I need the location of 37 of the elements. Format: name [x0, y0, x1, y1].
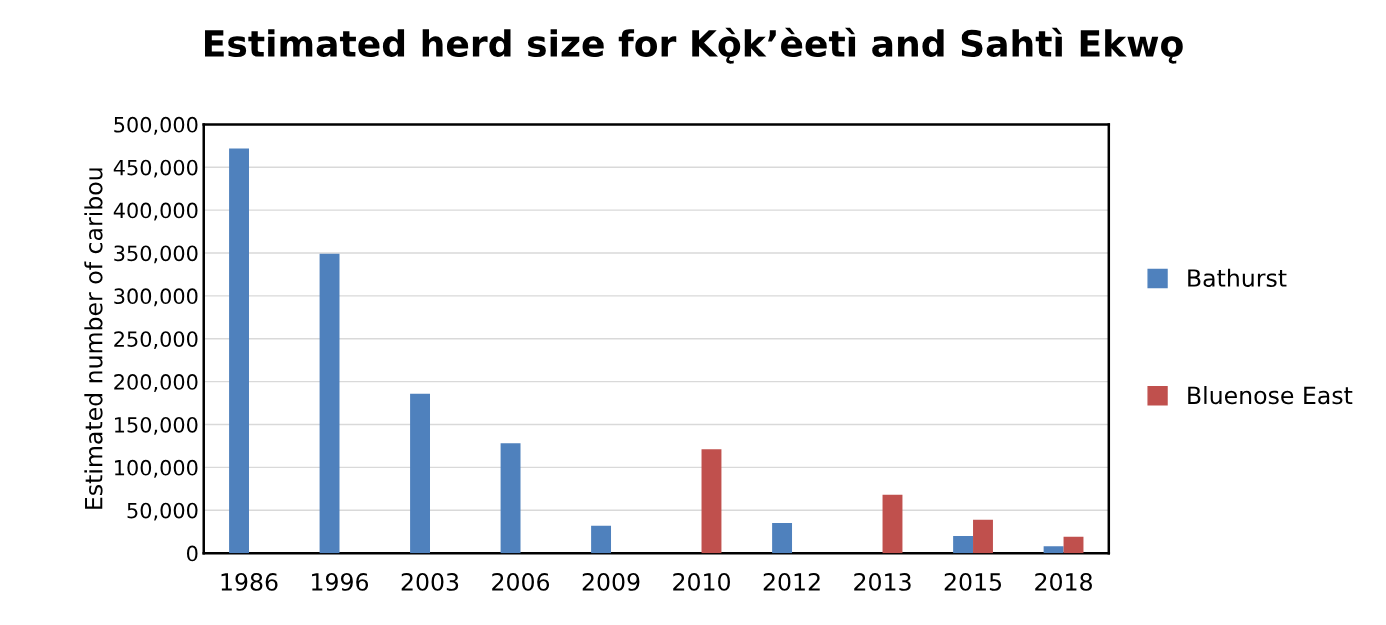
x-tick-label: 2018 — [1035, 572, 1092, 591]
y-tick-label: 200,000 — [114, 374, 198, 392]
bar — [1043, 546, 1064, 554]
y-tick-label: 150,000 — [115, 416, 198, 435]
bar — [229, 148, 249, 554]
x-tick-label: 1986 — [221, 572, 278, 591]
y-tick-label: 0 — [187, 545, 198, 562]
x-tick-label: 2012 — [763, 572, 820, 591]
y-tick-label: 250,000 — [114, 331, 198, 350]
legend-label: Bathurst — [1188, 268, 1287, 287]
x-tick-label: 1996 — [312, 572, 369, 591]
bar — [500, 443, 521, 554]
chart-title: Estimated herd size for Kǫ̀k’èetì and Sahtì Ekwǫ — [205, 27, 1183, 64]
x-tick-label: 2015 — [944, 572, 1002, 591]
y-tick-label: 50,000 — [127, 502, 198, 521]
bar — [882, 494, 903, 554]
x-tick-label: 2003 — [401, 572, 459, 591]
x-tick-label: 2013 — [854, 572, 911, 591]
y-tick-label: 300,000 — [114, 288, 198, 307]
bar — [319, 253, 340, 554]
y-tick-label: 100,000 — [115, 459, 198, 478]
bar — [410, 393, 431, 554]
bar — [1063, 536, 1084, 554]
x-tick-label: 2009 — [582, 572, 640, 591]
bar — [591, 525, 612, 554]
y-axis-title: Estimated number of caribou — [84, 168, 103, 509]
bar — [973, 519, 993, 554]
y-tick-label: 500,000 — [114, 116, 198, 135]
y-tick-label: 350,000 — [114, 245, 198, 264]
y-tick-label: 400,000 — [113, 202, 198, 221]
bar — [953, 535, 974, 554]
y-tick-label: 450,000 — [113, 159, 198, 178]
bar — [701, 449, 722, 554]
legend-label: Bluenose East — [1188, 385, 1353, 405]
bar — [772, 523, 793, 554]
x-tick-label: 2006 — [492, 572, 550, 591]
x-tick-label: 2010 — [673, 572, 730, 591]
